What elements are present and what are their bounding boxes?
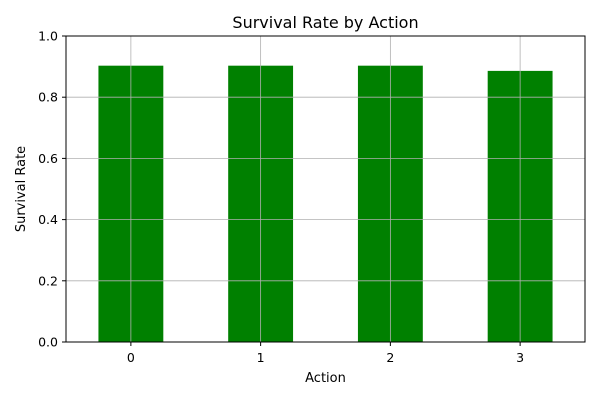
chart-title: Survival Rate by Action bbox=[232, 13, 418, 32]
y-tick-label: 0.8 bbox=[38, 90, 58, 105]
y-tick-label: 0.2 bbox=[38, 273, 58, 288]
bars bbox=[98, 66, 552, 342]
x-axis-ticks: 0 1 2 3 bbox=[127, 342, 524, 365]
y-tick-label: 0.0 bbox=[38, 335, 58, 350]
x-tick-label: 3 bbox=[516, 350, 524, 365]
y-axis-label: Survival Rate bbox=[14, 146, 29, 232]
y-tick-label: 0.6 bbox=[38, 151, 58, 166]
x-tick-label: 1 bbox=[257, 350, 265, 365]
y-tick-label: 0.4 bbox=[38, 212, 58, 227]
x-tick-label: 2 bbox=[386, 350, 394, 365]
y-axis-ticks: 0.0 0.2 0.4 0.6 0.8 1.0 bbox=[38, 29, 66, 350]
x-tick-label: 0 bbox=[127, 350, 135, 365]
y-tick-label: 1.0 bbox=[38, 29, 58, 44]
x-axis-label: Action bbox=[305, 371, 346, 386]
